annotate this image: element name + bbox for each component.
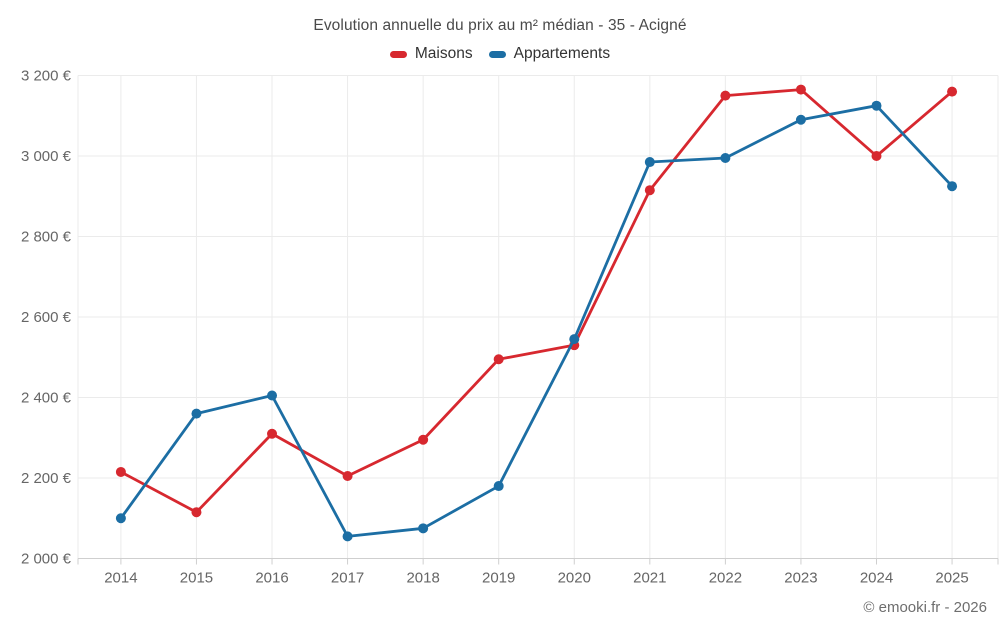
maisons-point-2024[interactable] bbox=[871, 151, 882, 161]
appartements-point-2023[interactable] bbox=[795, 114, 806, 125]
appartements-point-2015[interactable] bbox=[191, 408, 202, 419]
x-axis-tick-label: 2015 bbox=[180, 570, 213, 587]
x-axis-tick-label: 2022 bbox=[709, 570, 742, 587]
legend-label-appartements: Appartements bbox=[513, 45, 611, 62]
appartements-point-2018[interactable] bbox=[418, 523, 429, 534]
appartements-point-2025[interactable] bbox=[947, 181, 958, 192]
x-axis-tick-label: 2019 bbox=[482, 570, 515, 587]
x-axis-tick-label: 2018 bbox=[406, 570, 439, 587]
appartements-legend-swatch-icon bbox=[488, 50, 506, 58]
legend-item-maisons[interactable]: Maisons bbox=[389, 45, 473, 63]
appartements-line bbox=[119, 104, 954, 538]
y-axis-tick-label: 2 400 € bbox=[21, 390, 72, 407]
x-axis-tick-label: 2023 bbox=[784, 570, 817, 587]
y-axis-tick-label: 2 000 € bbox=[21, 551, 72, 568]
maisons-point-2023[interactable] bbox=[795, 84, 806, 95]
appartements-point-2020[interactable] bbox=[569, 334, 580, 345]
y-axis-tick-label: 2 600 € bbox=[21, 309, 72, 326]
chart-legend: Maisons Appartements bbox=[0, 45, 1000, 63]
appartements-point-2022[interactable] bbox=[720, 153, 731, 164]
maisons-point-2022[interactable] bbox=[720, 90, 731, 101]
maisons-point-2017[interactable] bbox=[342, 470, 353, 481]
x-axis-tick-label: 2014 bbox=[104, 570, 137, 587]
x-axis-tick-label: 2021 bbox=[633, 570, 666, 587]
x-axis-tick-label: 2020 bbox=[558, 570, 591, 587]
appartements-point-2014[interactable] bbox=[115, 513, 126, 524]
maisons-legend-swatch-icon bbox=[389, 50, 407, 58]
maisons-point-2016[interactable] bbox=[267, 428, 278, 439]
y-axis-tick-label: 3 200 € bbox=[21, 68, 72, 85]
y-axis-tick-label: 2 800 € bbox=[21, 229, 72, 246]
maisons-line bbox=[119, 88, 954, 514]
legend-item-appartements[interactable]: Appartements bbox=[488, 45, 611, 63]
maisons-point-2014[interactable] bbox=[115, 466, 126, 477]
y-axis-tick-label: 3 000 € bbox=[21, 148, 72, 165]
maisons-point-2015[interactable] bbox=[191, 507, 202, 518]
maisons-point-2018[interactable] bbox=[418, 434, 429, 445]
maisons-point-2025[interactable] bbox=[947, 86, 958, 97]
copyright-footer: © emooki.fr - 2026 bbox=[863, 599, 987, 616]
appartements-point-2016[interactable] bbox=[267, 390, 278, 401]
appartements-point-2021[interactable] bbox=[644, 157, 655, 168]
x-axis-tick-label: 2025 bbox=[935, 570, 968, 587]
legend-label-maisons: Maisons bbox=[414, 45, 473, 62]
x-axis-tick-label: 2017 bbox=[331, 570, 364, 587]
y-axis-tick-label: 2 200 € bbox=[21, 470, 72, 487]
maisons-point-2019[interactable] bbox=[493, 354, 504, 365]
x-axis-tick-label: 2024 bbox=[860, 570, 893, 587]
appartements-point-2017[interactable] bbox=[342, 531, 353, 542]
appartements-point-2019[interactable] bbox=[493, 481, 504, 492]
chart-title: Evolution annuelle du prix au m² médian … bbox=[313, 17, 687, 34]
x-axis-tick-label: 2016 bbox=[255, 570, 288, 587]
maisons-point-2021[interactable] bbox=[644, 185, 655, 196]
appartements-point-2024[interactable] bbox=[871, 100, 882, 111]
